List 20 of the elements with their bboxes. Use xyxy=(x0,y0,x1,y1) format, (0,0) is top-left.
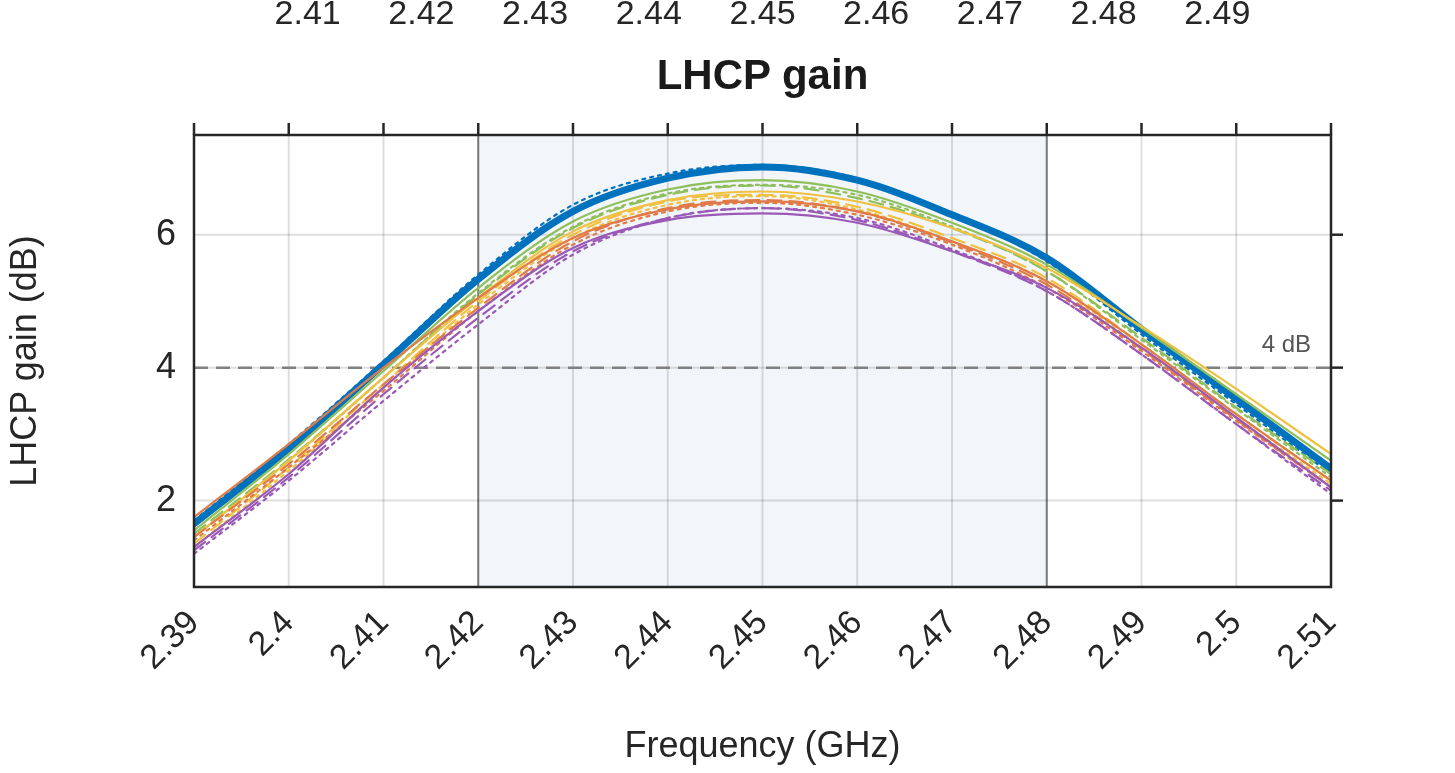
y-axis-title: LHCP gain (dB) xyxy=(2,235,44,487)
x2-tick-label: 2.45 xyxy=(729,0,796,31)
x-tick-label: 2.4 xyxy=(240,602,301,663)
x2-tick-label: 2.47 xyxy=(956,0,1023,31)
y-tick-label: 4 xyxy=(155,344,176,386)
y-tick-label: 2 xyxy=(155,477,176,519)
x-tick-label: 2.51 xyxy=(1268,602,1343,676)
ref-line-label: 4 dB xyxy=(1261,330,1311,358)
chart-title: LHCP gain xyxy=(656,50,869,98)
x2-tick-label: 2.44 xyxy=(615,0,682,31)
x2-tick-label: 2.48 xyxy=(1070,0,1137,31)
x2-tick-label: 2.42 xyxy=(388,0,455,31)
y-tick-label: 6 xyxy=(155,211,176,253)
x2-tick-label: 2.46 xyxy=(843,0,910,31)
x-axis-title: Frequency (GHz) xyxy=(624,724,901,766)
x-tick-label: 2.41 xyxy=(321,602,396,676)
x-tick-label: 2.5 xyxy=(1187,602,1248,663)
x2-tick-label: 2.41 xyxy=(274,0,341,31)
x2-tick-label: 2.43 xyxy=(502,0,569,31)
x2-tick-label: 2.49 xyxy=(1184,0,1251,31)
